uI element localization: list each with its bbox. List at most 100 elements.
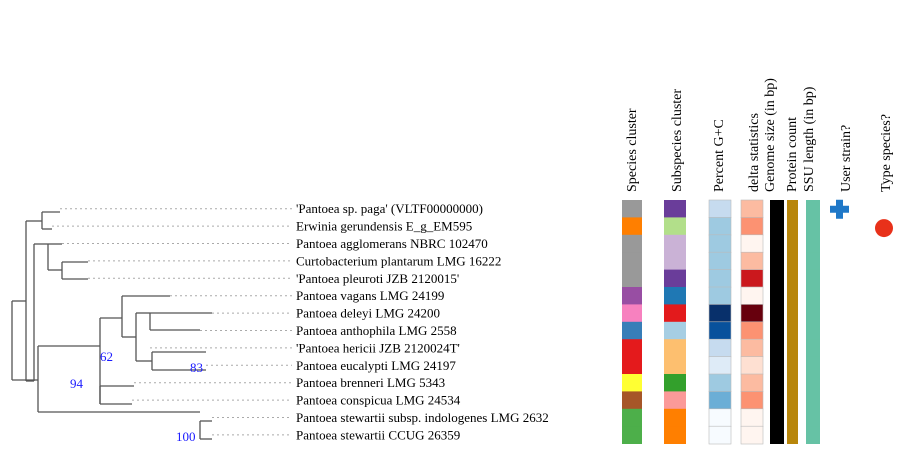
header-user-strain: User strain? bbox=[839, 125, 854, 192]
heatmap-cell bbox=[770, 426, 784, 444]
bootstrap-values: 62 94 83 100 bbox=[70, 349, 203, 444]
heatmap-cell bbox=[664, 408, 686, 427]
taxon-label: Pantoea conspicua LMG 24534 bbox=[296, 393, 461, 408]
heatmap-cell bbox=[708, 321, 732, 340]
heatmap-cell bbox=[708, 304, 732, 323]
heatmap-cell bbox=[787, 374, 798, 392]
heatmap-cell bbox=[740, 251, 764, 271]
type-species-dot-icon bbox=[875, 219, 893, 238]
heatmap-cell bbox=[622, 321, 642, 340]
heatmap-cell bbox=[806, 391, 820, 410]
header-subspecies-cluster: Subspecies cluster bbox=[670, 89, 685, 192]
heatmap-cell bbox=[806, 321, 820, 340]
header-ssu-length: SSU length (in bp) bbox=[802, 86, 817, 192]
heatmap-cell bbox=[740, 408, 764, 427]
heatmap-cell bbox=[708, 286, 732, 306]
heatmap-cell bbox=[806, 287, 820, 305]
trait-markers bbox=[830, 199, 893, 238]
heatmap-cell bbox=[664, 374, 686, 392]
heatmap-cell bbox=[664, 321, 686, 340]
heatmap-cell bbox=[787, 321, 798, 340]
heatmap-cell bbox=[806, 304, 820, 323]
taxon-label: Pantoea vagans LMG 24199 bbox=[296, 288, 444, 303]
heatmap-cell bbox=[664, 252, 686, 270]
heatmap-cell bbox=[622, 269, 642, 288]
header-type-species: Type species? bbox=[879, 114, 894, 192]
heatmap-cell bbox=[770, 374, 784, 392]
header-protein-count: Protein count bbox=[785, 117, 800, 192]
heatmap-cell bbox=[770, 252, 784, 270]
heatmap-cell bbox=[740, 391, 764, 410]
heatmap-cell bbox=[708, 408, 732, 427]
taxon-label: Pantoea stewartii CCUG 26359 bbox=[296, 427, 460, 442]
heatmap-cell bbox=[806, 269, 820, 288]
heatmap-cell bbox=[622, 287, 642, 305]
heatmap-cell bbox=[770, 408, 784, 427]
heatmap-cell bbox=[664, 391, 686, 410]
taxon-label: Pantoea agglomerans NBRC 102470 bbox=[296, 236, 488, 251]
heatmap-cell bbox=[664, 287, 686, 305]
tree-branches bbox=[11, 211, 212, 440]
heatmap-cell bbox=[770, 287, 784, 305]
header-percent-gc: Percent G+C bbox=[712, 119, 727, 192]
heatmap-cell bbox=[622, 356, 642, 375]
taxon-label: Pantoea deleyi LMG 24200 bbox=[296, 306, 440, 321]
heatmap-cell bbox=[622, 304, 642, 323]
header-species-cluster: Species cluster bbox=[625, 108, 640, 192]
heatmap-cell bbox=[740, 286, 764, 306]
taxon-label: 'Pantoea pleuroti JZB 2120015' bbox=[296, 271, 459, 286]
heatmap-cell bbox=[806, 426, 820, 444]
heatmap-cell bbox=[708, 269, 732, 288]
heatmap-cell bbox=[622, 252, 642, 270]
heatmap-cell bbox=[770, 391, 784, 410]
heatmap-cell bbox=[740, 373, 764, 393]
heatmap-cell bbox=[622, 339, 642, 357]
heatmap-cell bbox=[664, 426, 686, 444]
heatmap-cell bbox=[787, 408, 798, 427]
heatmap-cell bbox=[622, 408, 642, 427]
heatmap-cell bbox=[770, 200, 784, 218]
heatmap-cell bbox=[622, 374, 642, 392]
heatmap-cell bbox=[708, 425, 732, 445]
heatmap-cell bbox=[740, 356, 764, 375]
heatmap-cell bbox=[664, 217, 686, 236]
heatmap-cell bbox=[708, 251, 732, 271]
heatmap-cell bbox=[740, 269, 764, 288]
heatmap-cell bbox=[622, 200, 642, 218]
heatmap-cell bbox=[806, 252, 820, 270]
heatmap-cell bbox=[770, 321, 784, 340]
taxon-label: Pantoea brenneri LMG 5343 bbox=[296, 375, 445, 390]
bootstrap-label: 100 bbox=[176, 429, 196, 444]
heatmap-cell bbox=[806, 217, 820, 236]
heatmap-cell bbox=[806, 200, 820, 218]
heatmap-cell bbox=[740, 217, 764, 236]
heatmap-cell bbox=[770, 217, 784, 236]
heatmap-cell bbox=[787, 200, 798, 218]
taxon-label: Curtobacterium plantarum LMG 16222 bbox=[296, 253, 501, 268]
heatmap-cell bbox=[708, 199, 732, 219]
heatmap-cell bbox=[770, 304, 784, 323]
heatmap-cell bbox=[770, 339, 784, 357]
heatmap-cell bbox=[708, 338, 732, 358]
heatmap-cell bbox=[664, 200, 686, 218]
heatmap-cell bbox=[787, 391, 798, 410]
trait-heatmap bbox=[622, 199, 820, 445]
heatmap-cell bbox=[770, 356, 784, 375]
heatmap-cell bbox=[622, 426, 642, 444]
heatmap-cell bbox=[787, 217, 798, 236]
heatmap-cell bbox=[622, 217, 642, 236]
taxon-label: Pantoea stewartii subsp. indologenes LMG… bbox=[296, 410, 549, 425]
heatmap-cell bbox=[787, 304, 798, 323]
taxon-label: 'Pantoea hericii JZB 2120024T' bbox=[296, 340, 460, 355]
heatmap-cell bbox=[708, 234, 732, 253]
heatmap-cell bbox=[664, 269, 686, 288]
heatmap-cell bbox=[787, 234, 798, 253]
taxon-label: Pantoea anthophila LMG 2558 bbox=[296, 323, 457, 338]
bootstrap-label: 62 bbox=[100, 349, 113, 364]
heatmap-cell bbox=[740, 234, 764, 253]
heatmap-cell bbox=[740, 425, 764, 445]
heatmap-cell bbox=[806, 408, 820, 427]
heatmap-cell bbox=[806, 234, 820, 253]
heatmap-cell bbox=[664, 339, 686, 357]
